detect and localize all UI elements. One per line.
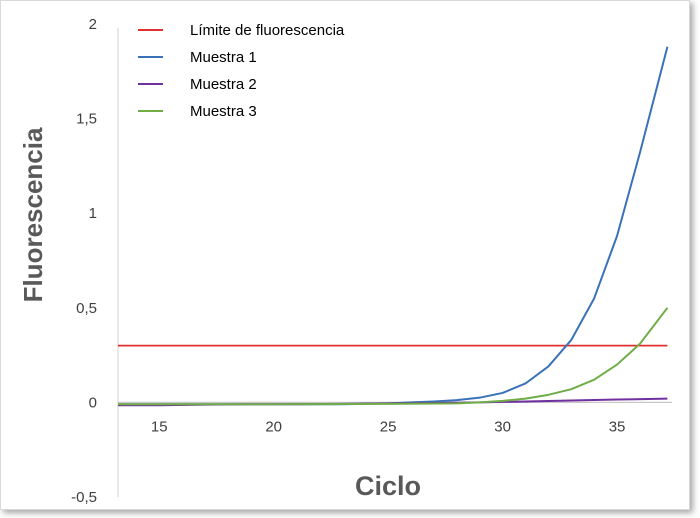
chart-frame [0,0,690,510]
series-line-4 [118,307,669,406]
legend-label: Límite de fluorescencia [190,22,345,39]
y-tick-labels: -0,5 0 0,5 1 1,5 2 [71,16,97,506]
legend-label: Muestra 2 [190,76,257,93]
y-tick-label: 0 [89,394,97,411]
x-tick-label: 35 [609,418,626,435]
legend: Límite de fluorescencia Muestra 1 Muestra … [138,22,345,120]
series-line-2 [118,46,669,406]
x-tick-label: 30 [494,418,511,435]
y-tick-label: 1,5 [76,111,97,128]
x-tick-label: 25 [380,418,397,435]
y-tick-label: 2 [89,16,97,33]
y-tick-label: -0,5 [71,489,97,506]
y-tick-label: 1 [89,205,97,222]
y-tick-label: 0,5 [76,300,97,317]
series-lines [118,46,669,407]
x-axis-title: Ciclo [355,471,421,501]
x-tick-labels: 15 20 25 30 35 [151,418,626,435]
legend-label: Muestra 1 [190,49,257,66]
legend-label: Muestra 3 [190,103,257,120]
x-tick-label: 20 [265,418,282,435]
y-axis-title: Fluorescencia [18,127,48,302]
x-tick-label: 15 [151,418,168,435]
